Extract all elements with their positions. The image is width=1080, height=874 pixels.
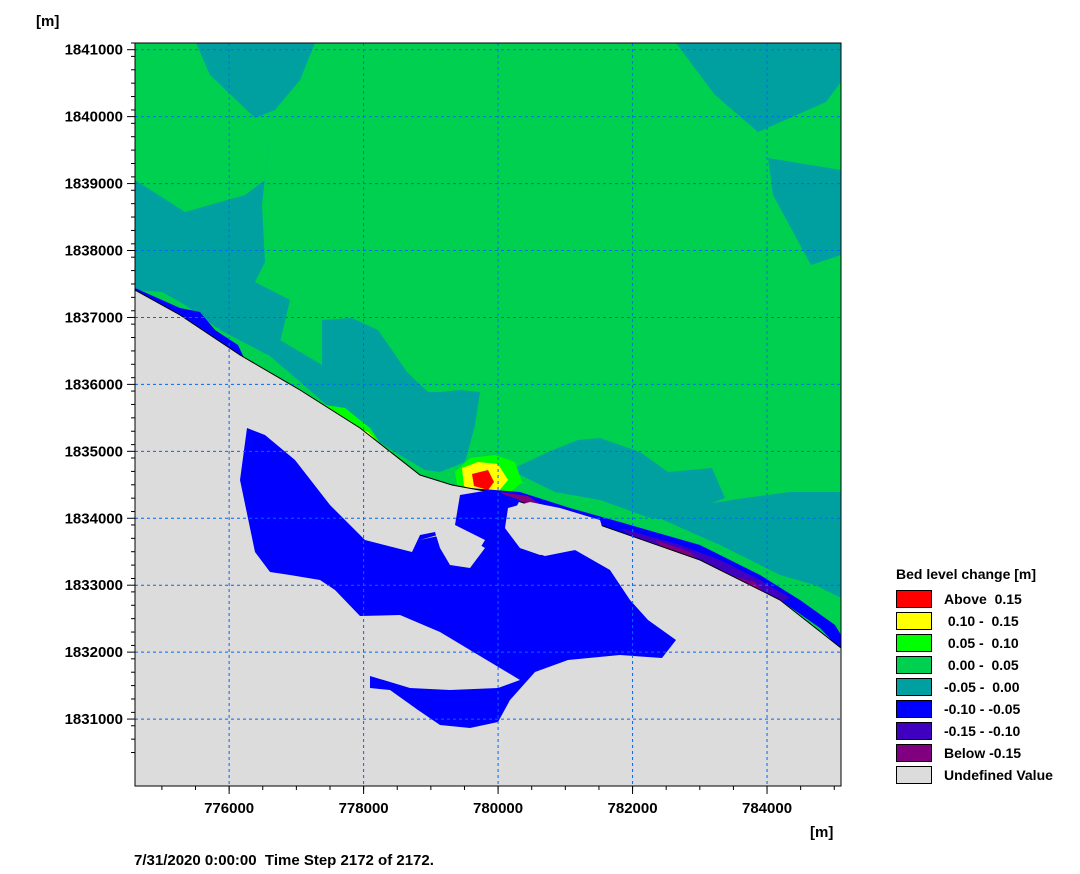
band-neg005-0-patch <box>600 492 841 598</box>
x-axis-unit: [m] <box>810 824 833 841</box>
x-tick-label: 782000 <box>608 800 658 817</box>
band-neg005-0-patch <box>510 438 725 522</box>
x-tick-label: 776000 <box>204 800 254 817</box>
legend-label: 0.00 - 0.05 <box>944 657 1019 673</box>
legend-entries: Above 0.15 0.10 - 0.15 0.05 - 0.10 0.00 … <box>896 588 1080 786</box>
x-tick-label: 778000 <box>339 800 389 817</box>
y-tick-label: 1840000 <box>65 109 123 126</box>
legend-swatch <box>896 744 932 762</box>
legend-entry: 0.00 - 0.05 <box>896 654 1080 676</box>
plot-frame <box>134 42 842 787</box>
estuary-channel <box>240 428 676 728</box>
legend-entry: -0.05 - 0.00 <box>896 676 1080 698</box>
legend-swatch <box>896 634 932 652</box>
status-line: 7/31/2020 0:00:00 Time Step 2172 of 2172… <box>134 852 434 869</box>
band-neg005-0-patch <box>265 318 480 472</box>
estuary-island <box>420 530 485 568</box>
y-tick-label: 1831000 <box>65 711 123 728</box>
legend-swatch <box>896 612 932 630</box>
band-neg005-0-patch <box>135 115 290 355</box>
x-tick-label: 784000 <box>742 800 792 817</box>
legend-label: 0.05 - 0.10 <box>944 635 1019 651</box>
legend-swatch <box>896 766 932 784</box>
band-above-015 <box>472 470 494 490</box>
legend-label: Below -0.15 <box>944 745 1022 761</box>
legend-title: Bed level change [m] <box>896 566 1037 582</box>
grid-lines <box>135 43 841 786</box>
legend-entry: -0.10 - -0.05 <box>896 698 1080 720</box>
band-neg005-0-patch <box>768 158 841 265</box>
y-axis-unit: [m] <box>36 13 59 30</box>
legend-entry: Undefined Value <box>896 764 1080 786</box>
legend-swatch <box>896 656 932 674</box>
x-tick-label: 780000 <box>473 800 523 817</box>
legend-label: -0.05 - 0.00 <box>944 679 1020 695</box>
y-tick-label: 1834000 <box>65 510 123 527</box>
legend-label: Undefined Value <box>944 767 1053 783</box>
y-tick-label: 1838000 <box>65 243 123 260</box>
y-tick-label: 1837000 <box>65 309 123 326</box>
x-axis: 776000 778000 780000 782000 784000 <box>161 786 835 817</box>
y-tick-label: 1833000 <box>65 577 123 594</box>
legend-swatch <box>896 678 932 696</box>
legend-entry: -0.15 - -0.10 <box>896 720 1080 742</box>
legend-swatch <box>896 722 932 740</box>
legend: Bed level change [m] Above 0.15 0.10 - 0… <box>896 566 1080 786</box>
legend-entry: 0.10 - 0.15 <box>896 610 1080 632</box>
legend-swatch <box>896 590 932 608</box>
y-tick-label: 1839000 <box>65 176 123 193</box>
legend-entry: Below -0.15 <box>896 742 1080 764</box>
contour-field <box>135 43 841 786</box>
legend-label: Above 0.15 <box>944 591 1022 607</box>
y-axis: 1831000 1832000 1833000 1834000 1835000 18360… <box>65 42 135 754</box>
legend-label: -0.10 - -0.05 <box>944 701 1021 717</box>
y-tick-label: 1841000 <box>65 42 123 59</box>
y-tick-label: 1832000 <box>65 644 123 661</box>
legend-entry: Above 0.15 <box>896 588 1080 610</box>
legend-label: 0.10 - 0.15 <box>944 613 1019 629</box>
band-neg005-0-patch <box>196 43 315 118</box>
legend-label: -0.15 - -0.10 <box>944 723 1021 739</box>
band-neg005-0-patch <box>676 43 841 132</box>
estuary-island <box>505 502 612 560</box>
legend-swatch <box>896 700 932 718</box>
y-tick-label: 1836000 <box>65 376 123 393</box>
legend-entry: 0.05 - 0.10 <box>896 632 1080 654</box>
y-tick-label: 1835000 <box>65 443 123 460</box>
